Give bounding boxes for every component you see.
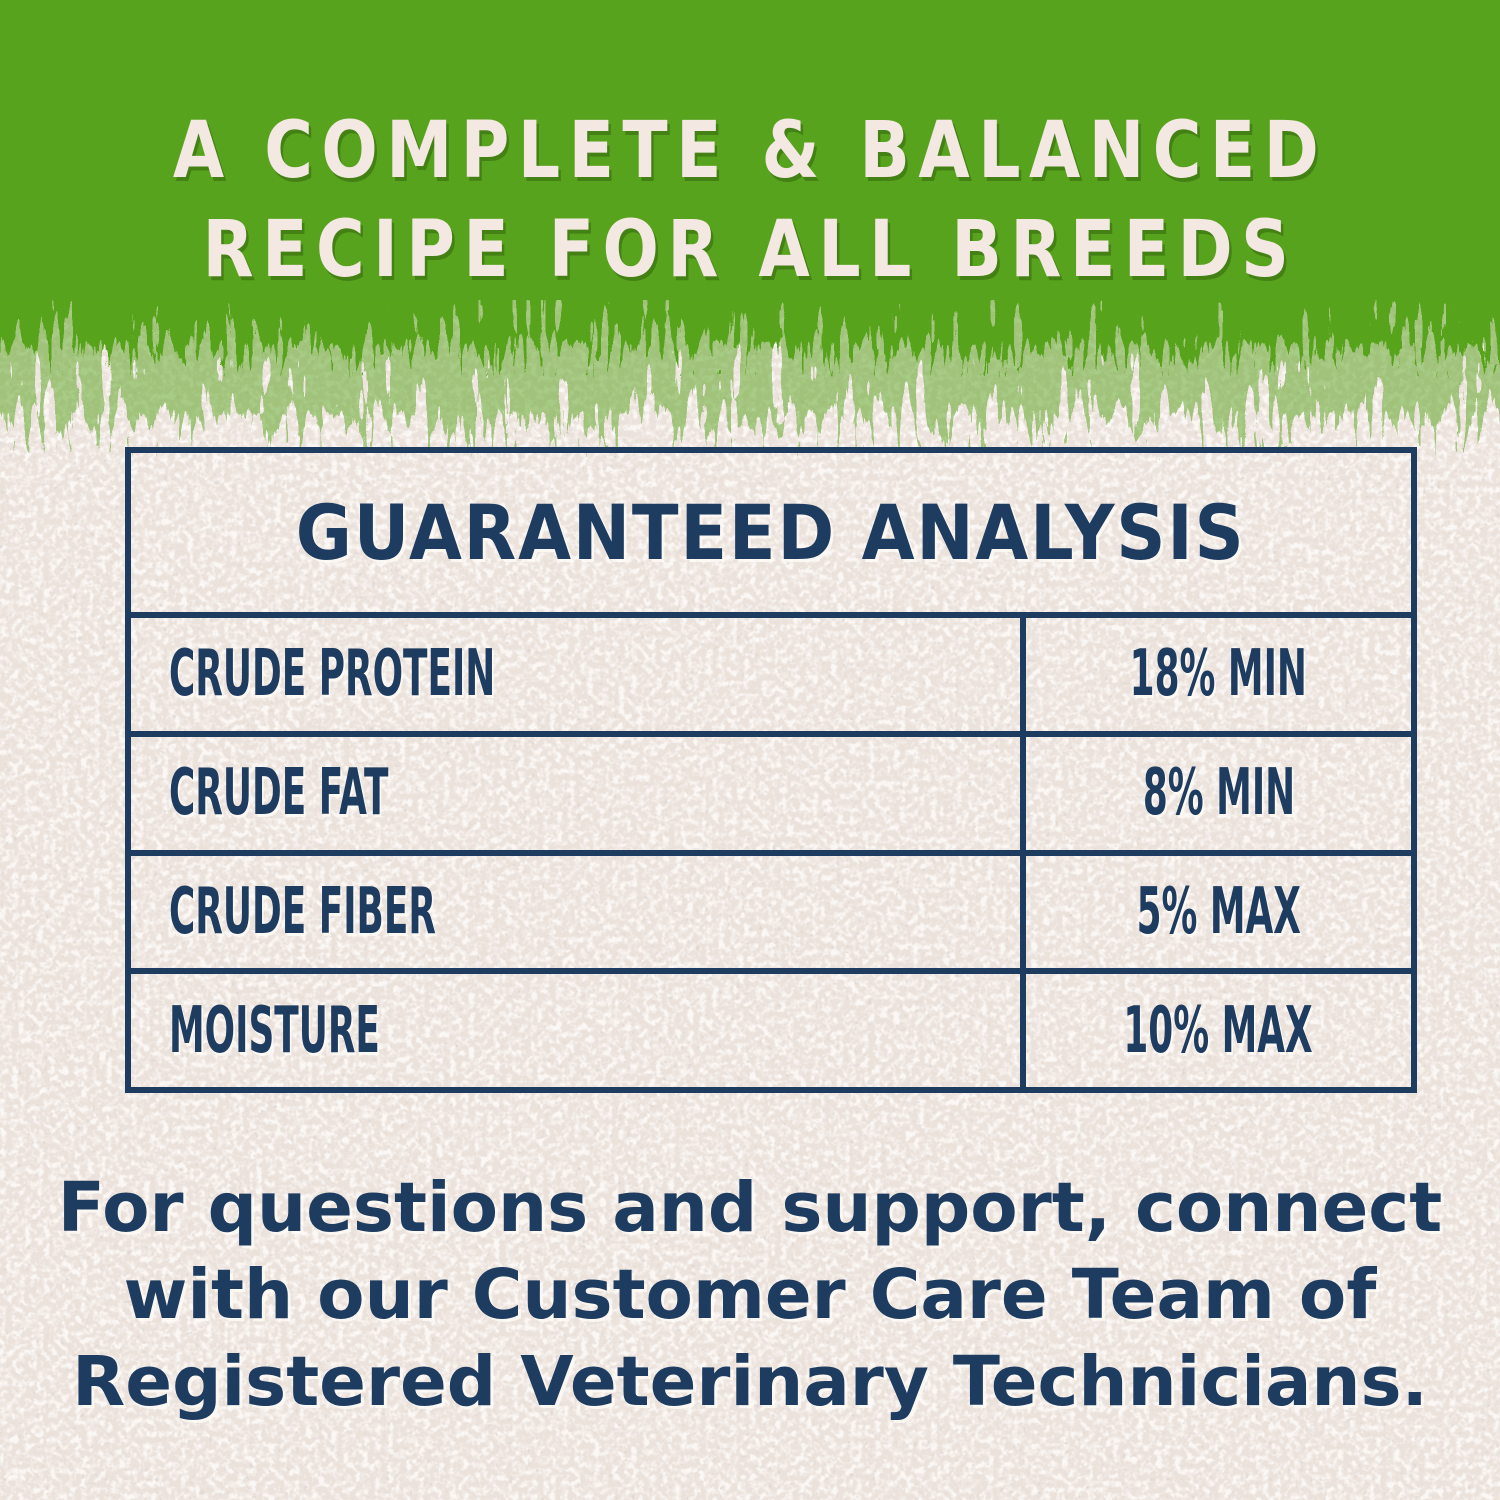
banner-line-1: A COMPLETE & BALANCED xyxy=(0,112,1500,211)
row-value-cell: 18% MIN xyxy=(1020,618,1411,731)
support-note-line-3: Registered Veterinary Technicians. xyxy=(72,1342,1428,1422)
row-label: CRUDE FAT xyxy=(169,756,389,831)
support-note: For questions and support, connect with … xyxy=(0,1165,1500,1426)
banner-headline: A COMPLETE & BALANCED RECIPE FOR ALL BRE… xyxy=(0,112,1500,310)
table-title-cell: GUARANTEED ANALYSIS xyxy=(131,453,1411,618)
banner-line-2-text: RECIPE FOR ALL BREEDS xyxy=(202,205,1298,295)
table-row: CRUDE FAT 8% MIN xyxy=(131,730,1411,850)
row-value: 10% MAX xyxy=(1123,993,1314,1068)
support-note-line-2: with our Customer Care Team of xyxy=(123,1255,1377,1335)
banner-line-2: RECIPE FOR ALL BREEDS xyxy=(0,211,1500,310)
row-value-cell: 10% MAX xyxy=(1020,974,1411,1087)
row-value: 5% MAX xyxy=(1136,874,1301,949)
row-value: 8% MIN xyxy=(1142,756,1295,831)
green-paint-solid xyxy=(0,0,1500,300)
banner-line-1-text: A COMPLETE & BALANCED xyxy=(172,106,1328,196)
table-row: CRUDE PROTEIN 18% MIN xyxy=(131,618,1411,731)
support-note-line-1: For questions and support, connect xyxy=(57,1168,1443,1248)
table-row: CRUDE FIBER 5% MAX xyxy=(131,849,1411,969)
row-value-cell: 8% MIN xyxy=(1020,736,1411,850)
row-label-cell: CRUDE FIBER xyxy=(131,856,1020,969)
table-title: GUARANTEED ANALYSIS xyxy=(296,488,1246,577)
guaranteed-analysis-table: GUARANTEED ANALYSIS CRUDE PROTEIN 18% MI… xyxy=(125,447,1417,1093)
row-label-cell: MOISTURE xyxy=(131,974,1020,1087)
row-value: 18% MIN xyxy=(1129,637,1308,712)
row-label: CRUDE FIBER xyxy=(169,874,436,949)
row-value-cell: 5% MAX xyxy=(1020,855,1411,969)
row-label-cell: CRUDE FAT xyxy=(131,737,1020,850)
row-label: MOISTURE xyxy=(169,993,380,1068)
row-label: CRUDE PROTEIN xyxy=(169,637,496,712)
row-label-cell: CRUDE PROTEIN xyxy=(131,618,1020,731)
table-row: MOISTURE 10% MAX xyxy=(131,968,1411,1087)
paper-dark-flecks xyxy=(0,250,1500,1500)
